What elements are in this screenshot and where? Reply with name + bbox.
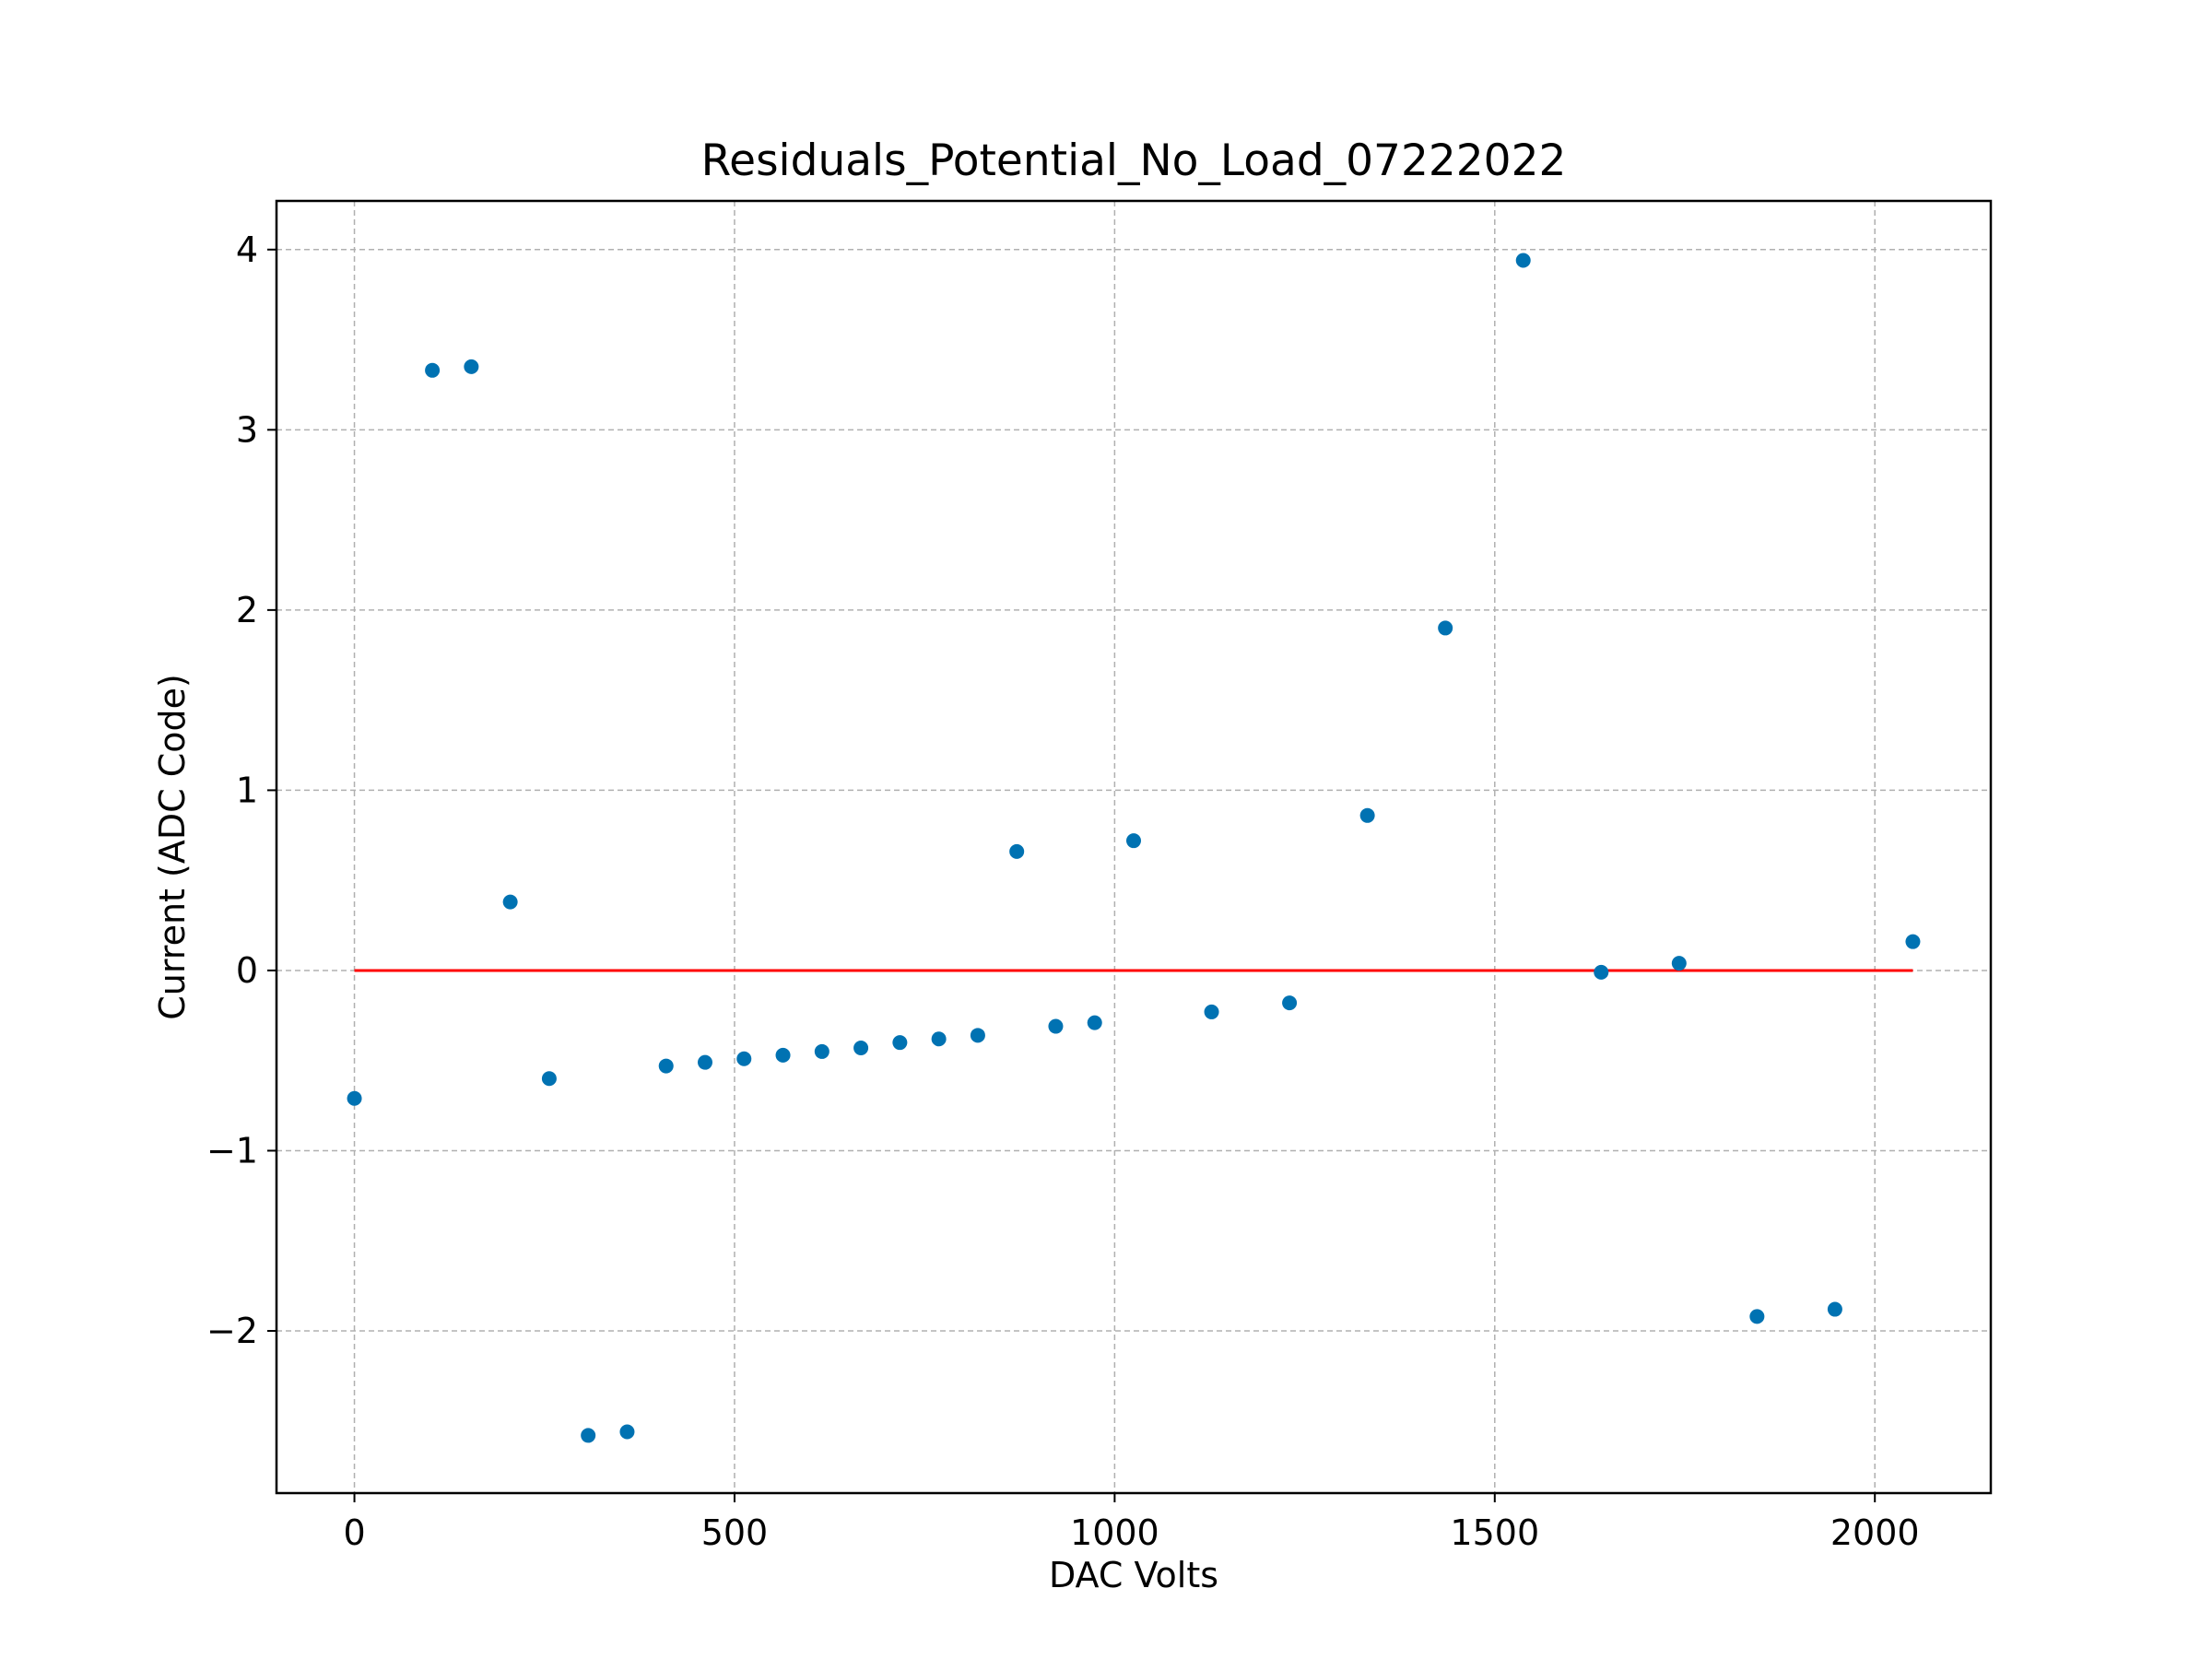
plot-frame [275, 199, 1993, 1495]
data-point [1126, 833, 1141, 849]
x-tick-label: 500 [701, 1512, 769, 1553]
y-tick-label: −1 [206, 1130, 258, 1171]
data-point [1087, 1015, 1102, 1030]
x-tick-label: 1500 [1450, 1512, 1539, 1553]
y-tick-label: 3 [236, 409, 258, 450]
data-point [1515, 253, 1531, 268]
x-tick-label: 0 [343, 1512, 365, 1553]
data-point [464, 359, 479, 374]
chart-title: Residuals_Potential_No_Load_07222022 [701, 135, 1567, 186]
y-tick-label: 4 [236, 229, 258, 270]
data-point [425, 362, 441, 378]
data-point [1749, 1309, 1765, 1324]
data-point [1827, 1301, 1842, 1317]
data-point [1282, 995, 1298, 1011]
data-point [1048, 1018, 1064, 1034]
data-points [347, 253, 1921, 1443]
x-tick-label: 1000 [1070, 1512, 1159, 1553]
y-axis-ticks: −2 −1 0 1 2 3 4 [206, 229, 276, 1351]
data-point [1594, 964, 1609, 980]
data-point [1359, 807, 1375, 823]
data-point [1204, 1004, 1219, 1019]
y-tick-label: −2 [206, 1311, 258, 1351]
y-tick-label: 1 [236, 770, 258, 810]
data-point [1009, 843, 1025, 859]
data-point [658, 1058, 674, 1074]
grid-lines [276, 201, 1991, 1493]
data-point [502, 894, 518, 910]
data-point [541, 1071, 557, 1087]
data-point [347, 1090, 362, 1106]
y-axis-title: Current (ADC Code) [152, 674, 193, 1020]
data-point [581, 1428, 596, 1443]
x-tick-label: 2000 [1830, 1512, 1920, 1553]
data-point [892, 1035, 908, 1051]
x-axis-title: DAC Volts [1049, 1555, 1218, 1595]
data-point [736, 1051, 752, 1066]
data-point [775, 1047, 791, 1063]
data-point [1671, 956, 1687, 971]
data-point [931, 1031, 947, 1047]
y-tick-label: 2 [236, 590, 258, 630]
data-point [814, 1043, 830, 1059]
data-point [853, 1041, 869, 1056]
x-axis-ticks: 0 500 1000 1500 2000 [343, 1493, 1920, 1553]
y-tick-label: 0 [236, 950, 258, 991]
data-point [619, 1424, 635, 1440]
data-point [1905, 934, 1921, 949]
data-point [698, 1054, 712, 1070]
data-point [970, 1028, 985, 1043]
data-point [1438, 620, 1453, 636]
